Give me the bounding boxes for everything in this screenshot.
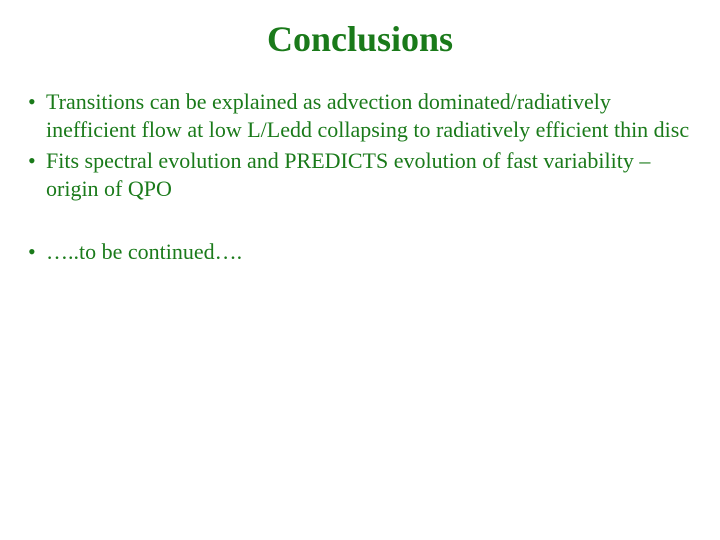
bullet-list: Transitions can be explained as advectio… (20, 88, 700, 202)
bullet-item: Fits spectral evolution and PREDICTS evo… (20, 147, 700, 202)
bullet-item: Transitions can be explained as advectio… (20, 88, 700, 143)
slide: Conclusions Transitions can be explained… (0, 0, 720, 540)
slide-title: Conclusions (20, 18, 700, 60)
bullet-list: …..to be continued…. (20, 238, 700, 266)
bullet-item: …..to be continued…. (20, 238, 700, 266)
spacer (20, 206, 700, 238)
